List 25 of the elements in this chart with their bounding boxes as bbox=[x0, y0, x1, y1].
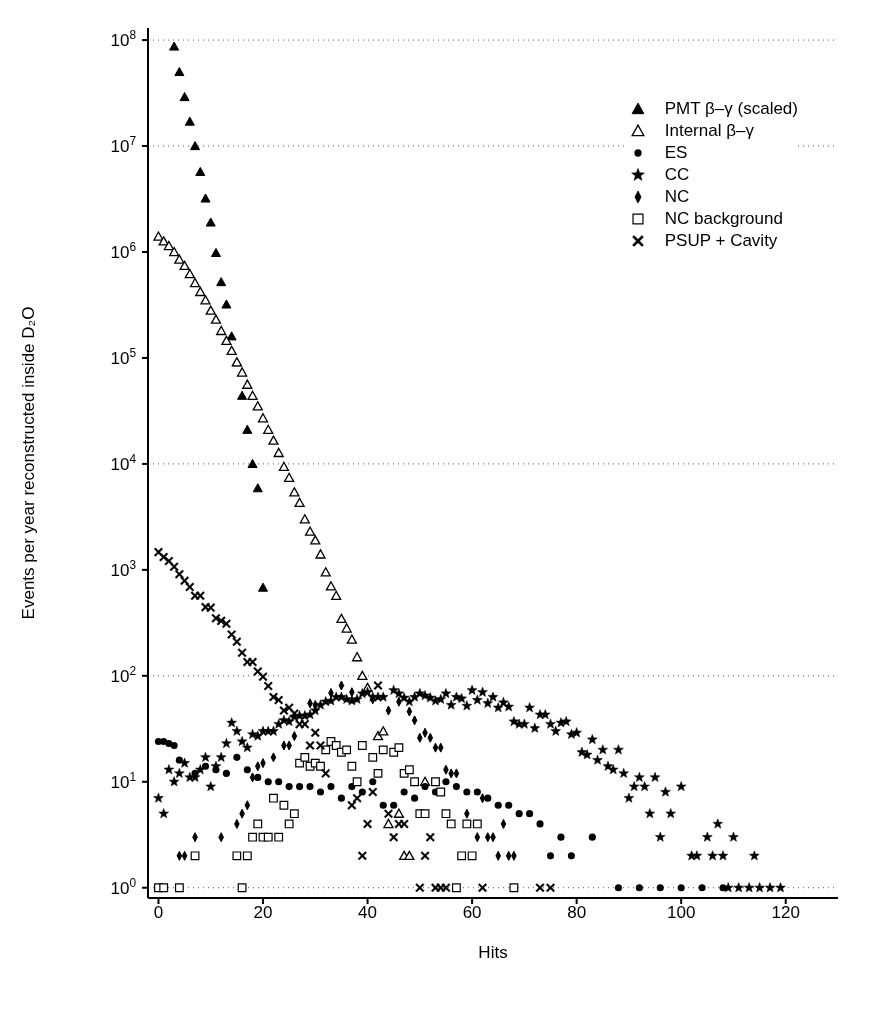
x-tick-label: 100 bbox=[666, 903, 696, 923]
y-axis-title: Events per year reconstructed inside D₂O bbox=[19, 306, 39, 620]
x-tick-label: 20 bbox=[253, 903, 273, 923]
y-tick-label: 10$^{0}$ bbox=[110, 875, 137, 898]
x-axis-title: Hits bbox=[478, 943, 508, 962]
x-tick-label: 60 bbox=[462, 903, 482, 923]
y-tick-label: 10$^{8}$ bbox=[110, 28, 137, 51]
y-tick-label: 10$^{1}$ bbox=[110, 769, 137, 792]
y-tick-label: 10$^{6}$ bbox=[110, 239, 137, 262]
y-tick-label: 10$^{2}$ bbox=[110, 663, 137, 686]
legend-label: Internal β–γ bbox=[664, 120, 754, 142]
legend-label: PMT β–γ (scaled) bbox=[664, 98, 798, 120]
legend-label: NC background bbox=[664, 208, 783, 230]
y-tick-label: 10$^{5}$ bbox=[110, 345, 137, 368]
legend-label: CC bbox=[664, 164, 690, 186]
y-tick-label: 10$^{4}$ bbox=[110, 451, 137, 474]
legend-label: NC bbox=[664, 186, 690, 208]
y-tick-label: 10$^{3}$ bbox=[110, 557, 137, 580]
x-tick-label: 0 bbox=[153, 903, 164, 923]
legend-label: PSUP + Cavity bbox=[664, 230, 778, 252]
x-tick-label: 120 bbox=[771, 903, 800, 923]
legend-label: ES bbox=[664, 142, 688, 164]
x-tick-label: 40 bbox=[358, 903, 378, 923]
y-tick-label: 10$^{7}$ bbox=[110, 134, 137, 157]
x-tick-label: 80 bbox=[567, 903, 587, 923]
